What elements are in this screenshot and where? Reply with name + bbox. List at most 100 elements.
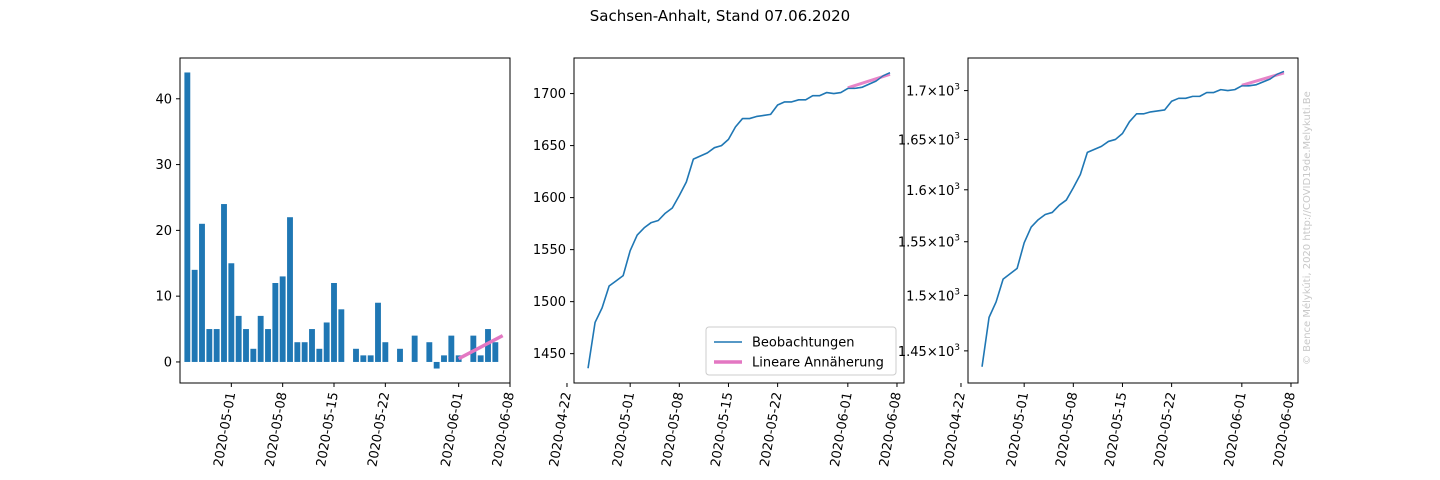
bar [279,276,286,362]
x-tick-label: 2020-04-22 [547,391,575,468]
bar [243,329,249,362]
bar [250,348,257,362]
y-tick-exponent: 3 [954,182,960,192]
y-tick-exponent: 3 [954,343,960,353]
bar [221,204,227,362]
bar [353,348,359,362]
y-tick-mantissa: 1.55 [898,236,927,251]
y-tick-exponent: 3 [954,234,960,244]
y-tick-base: 10 [938,133,955,148]
bar [470,335,477,362]
y-tick-label: 1700 [533,87,566,102]
x-tick-label: 2020-06-08 [490,391,518,468]
axes-frame [573,57,905,384]
bar [294,342,301,362]
x-tick-label: 2020-06-08 [1271,391,1299,468]
bar [184,72,191,362]
y-tick-mantissa: 1.65 [898,133,927,148]
y-tick-label: 1650 [533,139,566,154]
y-tick-times: × [927,184,938,199]
bar [228,263,235,362]
legend-box [705,326,897,376]
x-tick-label: 2020-04-22 [941,391,969,468]
panels: 2020-05-01 2020-05-08 2020-05-15 2020-05-22… [155,57,1299,468]
x-tick-label: 2020-06-08 [877,391,905,468]
figure-title: Sachsen-Anhalt, Stand 07.06.2020 [590,7,850,25]
bar [367,355,374,362]
x-tick-label: 2020-05-15 [1103,391,1131,468]
y-tick-base: 10 [938,85,955,100]
y-tick-times: × [927,236,938,251]
bar [338,309,345,362]
y-tick-exponent: 3 [954,287,960,297]
bar [323,322,330,362]
bar [441,355,447,362]
y-tick-label: 40 [155,92,172,107]
y-tick-exponent: 3 [954,83,960,93]
x-tick-label: 2020-05-01 [1004,391,1032,468]
y-tick-label: 1.65×103 [898,131,960,148]
bar [213,329,220,362]
x-tick-label: 2020-06-01 [828,391,856,468]
y-tick-label: 1550 [533,243,566,258]
axes-frame [967,57,1299,384]
y-tick-times: × [927,289,938,304]
bar [448,335,455,362]
x-tick-label: 2020-06-01 [439,391,467,468]
x-tick-label: 2020-05-01 [211,391,239,468]
x-tick-label: 2020-05-22 [758,391,786,468]
y-tick-mantissa: 1.45 [898,345,927,360]
x-tick-label: 2020-05-22 [365,391,393,468]
y-tick-exponent: 3 [954,131,960,141]
bar [199,223,205,362]
observations-line [587,72,891,369]
y-tick-label: 1.45×103 [898,343,960,360]
bar [360,355,367,362]
y-tick-mantissa: 1.5 [906,289,927,304]
bar [411,335,418,362]
y-tick-label: 1450 [533,347,566,362]
axes-frame [179,57,511,384]
legend-label: Beobachtungen [752,336,855,351]
y-tick-label: 1.7×103 [906,83,960,100]
fit-line [1241,71,1285,87]
x-tick-label: 2020-05-08 [1053,391,1081,468]
y-tick-times: × [927,85,938,100]
bar [382,342,389,362]
x-tick-label: 2020-05-08 [659,391,687,468]
x-tick-label: 2020-05-22 [1152,391,1180,468]
y-tick-base: 10 [938,289,955,304]
bar [265,329,271,362]
x-tick-label: 2020-05-01 [610,391,638,468]
y-tick-times: × [927,345,938,360]
y-tick-label: 1500 [533,295,566,310]
bar [397,348,403,362]
y-tick-label: 1.5×103 [906,287,960,304]
bar [235,315,242,362]
y-tick-label: 20 [155,224,172,239]
observations-line [981,70,1285,367]
y-tick-base: 10 [938,236,955,251]
bar [316,348,323,362]
legend: Beobachtungen Lineare Annäherung [705,326,897,376]
bar [492,342,499,362]
bar [191,269,198,362]
legend-label: Lineare Annäherung [752,356,884,371]
x-tick-label: 2020-06-01 [1222,391,1250,468]
y-tick-label: 1600 [533,191,566,206]
observations-line-tail [847,72,891,89]
chart-cumulative-log: 2020-04-22 2020-05-01 2020-05-08 2020-05-15… [898,57,1299,468]
y-tick-mantissa: 1.7 [906,85,927,100]
bar [477,355,484,362]
y-tick-base: 10 [938,184,955,199]
x-tick-label: 2020-05-15 [709,391,737,468]
bar [257,315,264,362]
chart-cumulative: 2020-04-22 2020-05-01 2020-05-08 2020-05-15… [533,57,905,468]
observations-line-tail [1241,70,1285,87]
y-tick-label: 1.6×103 [906,182,960,199]
bar [272,283,279,362]
bar [375,302,381,362]
bar [309,329,315,362]
x-tick-label: 2020-05-15 [314,391,342,468]
